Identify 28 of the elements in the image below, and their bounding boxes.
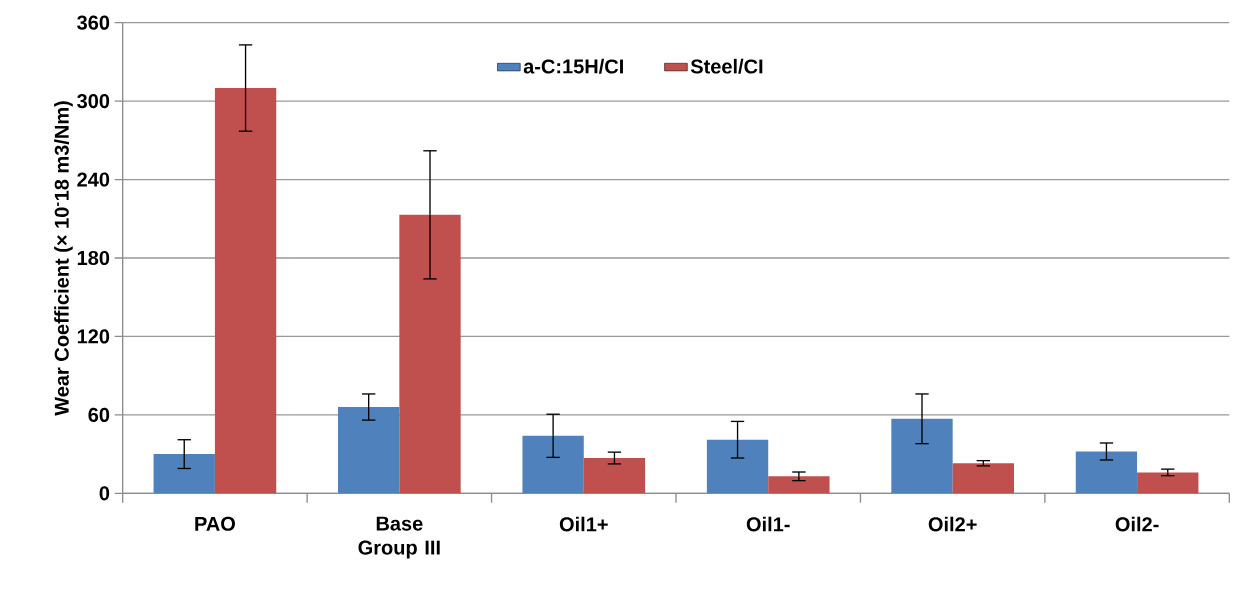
y-tick-label: 180 <box>77 250 110 266</box>
y-tick-label: 0 <box>99 486 110 501</box>
y-tick-label: 120 <box>77 329 110 344</box>
x-tick-label: Oil2- <box>1115 516 1159 532</box>
x-tick-label: Base Group III <box>358 516 440 559</box>
bar <box>214 88 277 494</box>
y-tick-label: 360 <box>77 15 110 30</box>
x-tick-label: Oil1- <box>746 516 790 532</box>
y-tick-label: 240 <box>77 172 110 187</box>
bar <box>522 435 584 494</box>
legend-label: Steel/CI <box>690 58 763 74</box>
legend-label: a-C:15H/CI <box>523 58 623 74</box>
x-tick-label: PAO <box>195 516 235 531</box>
bar <box>706 439 769 494</box>
bar <box>153 454 215 494</box>
bar <box>399 214 461 494</box>
bar <box>891 418 953 494</box>
bar <box>1075 451 1138 494</box>
bar <box>768 476 830 494</box>
y-tick-label: 60 <box>88 407 110 422</box>
bar <box>952 463 1014 494</box>
bar <box>338 407 400 494</box>
x-tick-label: Oil2+ <box>928 516 977 532</box>
x-tick-label: Oil1+ <box>559 516 608 532</box>
bar <box>583 458 646 494</box>
y-tick-label: 300 <box>77 94 110 109</box>
bar <box>1137 472 1199 494</box>
y-axis-title: Wear Coefficient (× 10$^{-}$18 m3/Nm) <box>54 101 73 416</box>
